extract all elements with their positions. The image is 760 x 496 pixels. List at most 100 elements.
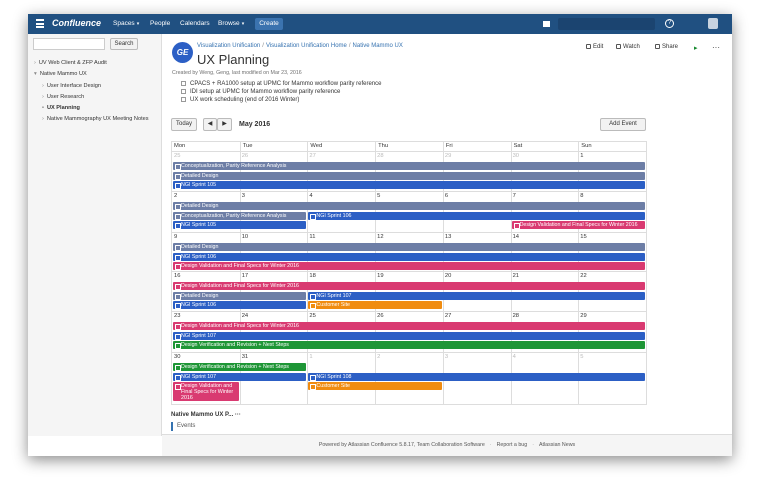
events-tab[interactable]: Events [171,422,195,431]
tree-item[interactable]: ▾ Native Mammo UX [34,71,87,77]
day-divider [239,271,241,311]
week-row [172,191,646,232]
day-number: 2 [174,193,178,199]
page-action[interactable]: Share [655,44,678,50]
day-number: 23 [174,313,181,319]
breadcrumb[interactable]: Visualization Unification [197,43,261,49]
calendar-event[interactable]: Detailed Design [173,243,645,251]
create-button[interactable]: Create [255,18,283,30]
nav-item-label: Spaces [113,20,135,27]
crumb-sep: / [262,43,264,49]
page-action[interactable]: Edit [586,44,603,50]
page-action[interactable]: Watch [616,44,640,50]
tree-item[interactable]: › Native Mammography UX Meeting Notes [42,116,149,122]
calendar-event[interactable]: Customer Site [308,301,442,310]
footer-link[interactable]: Report a bug [496,442,528,448]
day-number: 30 [174,354,181,360]
next-button[interactable]: ▶ [217,118,232,131]
day-number: 3 [444,354,449,360]
day-divider [239,151,241,191]
day-number: 7 [512,193,516,199]
calendar-event[interactable]: Design Validation and Final Specs for Wi… [173,282,645,290]
calendar-event[interactable]: NGI Sprint 107 [308,291,645,300]
day-number: 3 [241,193,245,199]
tree-item[interactable]: › User Interface Design [42,83,101,89]
breadcrumb[interactable]: Visualization Unification Home [265,43,347,49]
day-divider [239,311,241,352]
today-button[interactable]: Today [171,118,197,131]
calendar-event[interactable]: Design Verification and Revision + Next … [173,341,645,350]
calendar-event[interactable]: Design Validation and Final Specs for Wi… [173,262,645,271]
task-checkbox[interactable] [181,81,186,86]
weekday: Fri [442,142,511,151]
calendar-event[interactable]: NGI Sprint 106 [173,301,307,310]
calendar-event[interactable]: Detailed Design [173,202,645,210]
calendar-event[interactable]: Detailed Design [173,291,307,300]
day-divider [510,271,512,311]
search-button[interactable]: Search [110,38,138,50]
day-divider [375,271,377,311]
calendar-event[interactable]: Design Validation and Final Specs for Wi… [173,322,645,330]
day-divider [578,232,580,271]
calendar-event[interactable]: Conceptualization, Parity Reference Anal… [173,162,645,170]
tree-item[interactable]: › UV Web Client & ZFP Audit [34,60,107,66]
weekday: Tue [239,142,308,151]
nav-item[interactable]: Calendars [180,20,210,27]
calendar-event[interactable]: NGI Sprint 106 [173,252,645,261]
week-row [172,352,646,405]
sidebar-search-input[interactable] [33,38,105,50]
logo[interactable]: Confluence [52,18,102,28]
footer-link[interactable]: Atlassian News [538,442,576,448]
nav-item[interactable]: People [150,20,170,27]
action-label: Share [662,44,679,50]
tree-label: UV Web Client & ZFP Audit [38,60,107,66]
tree-caret: › [34,60,36,66]
search-box[interactable] [558,18,655,30]
calendar-event[interactable]: Customer Site [308,382,442,391]
tree-item[interactable]: › User Research [42,94,84,100]
day-divider [578,271,580,311]
day-number: 6 [444,193,449,199]
day-number: 8 [580,193,584,199]
task-checkbox[interactable] [181,97,186,102]
nav-item[interactable]: Spaces ▾ [113,20,139,27]
day-number: 28 [377,153,384,159]
breadcrumb[interactable]: Native Mammo UX [352,43,403,49]
calendar-event[interactable]: NGI Sprint 108 [308,372,645,381]
tree-label: Native Mammo UX [39,71,87,77]
calendar-event[interactable]: NGI Sprint 105 [173,221,307,230]
weekday: Mon [174,143,186,149]
help-icon[interactable]: ? [665,19,674,28]
more-icon[interactable]: ··· [712,43,720,52]
calendar-event[interactable]: NGI Sprint 107 [173,372,307,381]
apps-icon[interactable] [543,21,550,27]
footer-sep: · [532,442,534,448]
user-avatar[interactable] [708,18,718,29]
prev-button[interactable]: ◀ [203,118,217,131]
star-icon[interactable]: ▸ [694,45,698,52]
day-number: 31 [241,354,249,360]
footer-sep: · [489,442,492,448]
calendar-event[interactable]: NGI Sprint 105 [173,181,645,190]
calendar-event[interactable]: Conceptualization, Parity Reference Anal… [173,211,307,220]
calendar-event[interactable]: NGI Sprint 107 [173,331,645,340]
crumb-sep: / [348,43,351,49]
menu-icon[interactable] [36,19,44,28]
calendar-event[interactable]: Design Verification and Revision + Next … [173,363,307,371]
day-number: 10 [241,234,249,240]
calendar-event[interactable]: Design Validation and Final Specs for Wi… [511,221,645,230]
footer-links: Powered by Atlassian Confluence 5.8.17, … [162,442,732,448]
calendar-event[interactable]: NGI Sprint 106 [308,211,645,220]
tree-caret: • [42,105,44,111]
tree-caret: › [42,83,44,89]
calendar-event[interactable]: Design Validation and Final Specs for Wi… [173,382,239,402]
task-checkbox[interactable] [181,89,186,94]
day-number: 14 [512,234,520,240]
day-divider [578,151,580,191]
nav-item[interactable]: Browse ▾ [218,20,244,27]
day-number: 25 [174,153,181,159]
add-event-button[interactable]: Add Event [600,118,646,131]
tree-item[interactable]: • UX Planning [42,105,80,111]
calendar-event[interactable]: Detailed Design [173,171,645,180]
section-more[interactable]: ··· [234,412,241,418]
